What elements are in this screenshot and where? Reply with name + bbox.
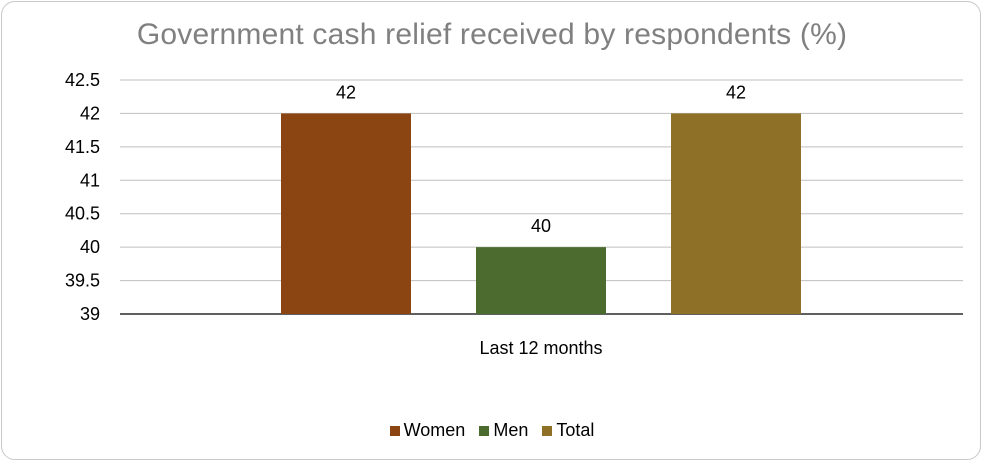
- y-tick-label: 41: [80, 170, 100, 190]
- data-label-total: 42: [726, 82, 746, 102]
- data-label-men: 40: [531, 216, 551, 236]
- legend-label: Women: [403, 420, 466, 440]
- bar-women: [281, 113, 411, 314]
- legend-swatch: [389, 425, 400, 436]
- legend-item-men: Men: [479, 420, 528, 441]
- x-category-label: Last 12 months: [479, 338, 602, 358]
- y-tick-label: 42.5: [65, 70, 100, 90]
- legend-label: Total: [556, 420, 595, 440]
- legend-swatch: [479, 425, 490, 436]
- bar-total: [671, 113, 801, 314]
- y-tick-label: 39.5: [65, 271, 100, 291]
- y-tick-label: 41.5: [65, 137, 100, 157]
- legend-label: Men: [493, 420, 529, 440]
- legend-item-total: Total: [542, 420, 594, 441]
- data-label-women: 42: [336, 82, 356, 102]
- legend-swatch: [542, 425, 553, 436]
- chart-title: Government cash relief received by respo…: [136, 18, 848, 51]
- y-tick-label: 42: [80, 103, 100, 123]
- y-tick-label: 39: [80, 304, 100, 324]
- legend-item-women: Women: [389, 420, 466, 441]
- chart-legend: Women Men Total: [0, 420, 984, 441]
- y-tick-label: 40.5: [65, 204, 100, 224]
- bar-men: [476, 247, 606, 314]
- y-tick-label: 40: [80, 237, 100, 257]
